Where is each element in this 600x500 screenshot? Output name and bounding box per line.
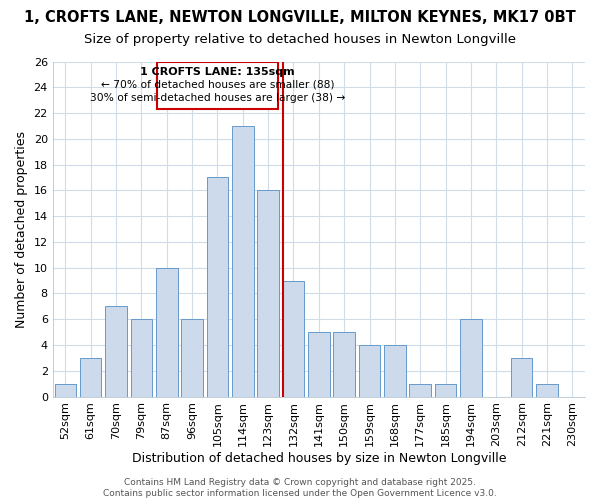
- Bar: [334, 332, 355, 396]
- Bar: [156, 268, 178, 396]
- Bar: [206, 178, 228, 396]
- Bar: [257, 190, 279, 396]
- Bar: [536, 384, 558, 396]
- Text: Contains HM Land Registry data © Crown copyright and database right 2025.
Contai: Contains HM Land Registry data © Crown c…: [103, 478, 497, 498]
- Bar: [181, 320, 203, 396]
- Bar: [55, 384, 76, 396]
- Text: ← 70% of detached houses are smaller (88): ← 70% of detached houses are smaller (88…: [101, 80, 334, 90]
- Text: 30% of semi-detached houses are larger (38) →: 30% of semi-detached houses are larger (…: [90, 93, 345, 103]
- Bar: [511, 358, 532, 397]
- Bar: [409, 384, 431, 396]
- Bar: [384, 345, 406, 397]
- Bar: [460, 320, 482, 396]
- Bar: [359, 345, 380, 397]
- Bar: [308, 332, 329, 396]
- Bar: [283, 280, 304, 396]
- Bar: [435, 384, 457, 396]
- Text: Size of property relative to detached houses in Newton Longville: Size of property relative to detached ho…: [84, 32, 516, 46]
- Bar: [80, 358, 101, 397]
- Text: 1 CROFTS LANE: 135sqm: 1 CROFTS LANE: 135sqm: [140, 66, 295, 76]
- Y-axis label: Number of detached properties: Number of detached properties: [15, 130, 28, 328]
- X-axis label: Distribution of detached houses by size in Newton Longville: Distribution of detached houses by size …: [131, 452, 506, 465]
- Bar: [131, 320, 152, 396]
- Text: 1, CROFTS LANE, NEWTON LONGVILLE, MILTON KEYNES, MK17 0BT: 1, CROFTS LANE, NEWTON LONGVILLE, MILTON…: [24, 10, 576, 25]
- Bar: [105, 306, 127, 396]
- Bar: [232, 126, 254, 396]
- FancyBboxPatch shape: [157, 62, 278, 109]
